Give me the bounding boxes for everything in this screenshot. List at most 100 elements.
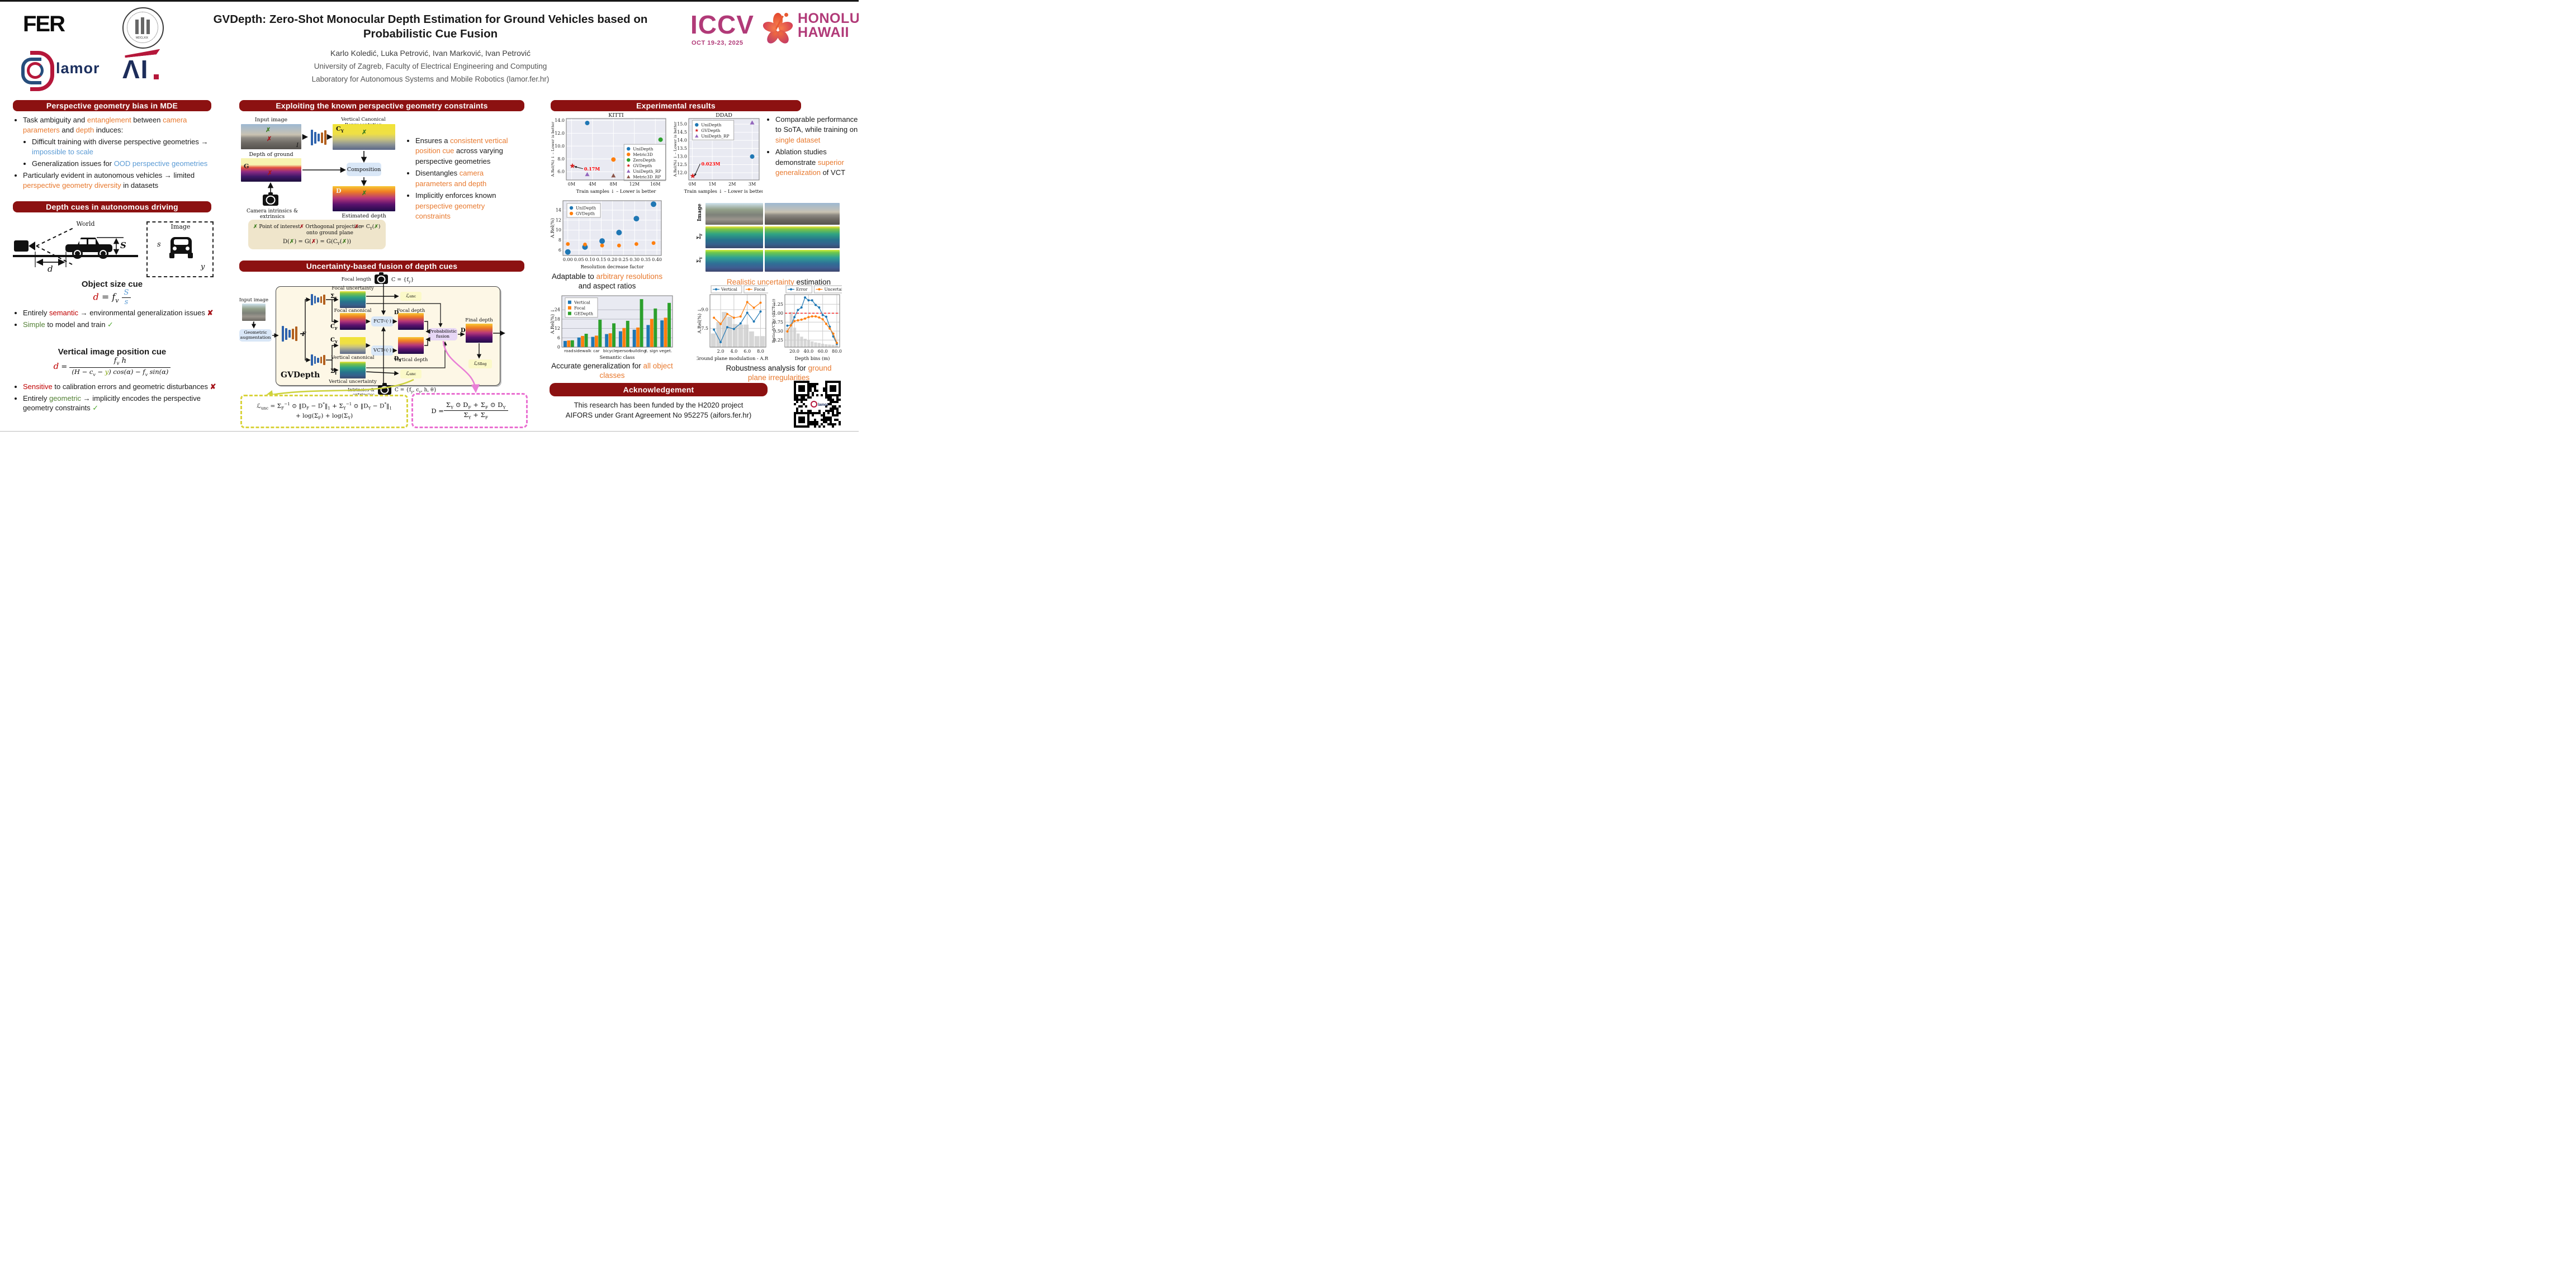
perspective-bias-bullets: Task ambiguity and entanglement between … — [15, 115, 220, 192]
estimated-depth-label: Estimated depth — [342, 213, 386, 219]
c-y-symbol: CY — [330, 337, 338, 344]
section-header-acknowledgement: Acknowledgement — [550, 383, 768, 396]
caption-accurate-1: Accurate generalization for all object — [551, 362, 673, 370]
hibiscus-icon — [761, 13, 794, 48]
bullet: Disentangles camera parameters and depth — [415, 168, 517, 189]
input-symbol: I — [296, 143, 299, 149]
qual-sigmaf-1 — [705, 226, 763, 248]
seal-column — [141, 17, 144, 34]
kitti-chart — [550, 112, 670, 195]
vertical-uncertainty-image — [340, 362, 366, 378]
legend-orthogonal-2: onto ground plane — [306, 230, 353, 236]
qual-sigmay-2 — [765, 250, 840, 272]
poster-authors: Karlo Koledić, Luka Petrović, Ivan Marko… — [330, 49, 531, 58]
ddad-chart — [672, 112, 763, 195]
camera-icon — [14, 240, 29, 252]
seal-motto: MDCLXIX — [135, 36, 149, 40]
fusion-formula: D = ΣY ⊙ DF + ΣF ⊙ DY ΣY + ΣF — [411, 393, 528, 428]
qual-image-1 — [705, 203, 763, 225]
final-depth-label: Final depth — [465, 318, 493, 323]
vertical-cue-title: Vertical image position cue — [58, 347, 167, 357]
acknowledgement-text-1: This research has been funded by the H20… — [574, 401, 744, 409]
iccv-logo: ICCV OCT 19-23, 2025 HONOLULU HAWAII — [690, 8, 859, 75]
vertical-depth-label: Vertical depth — [394, 357, 428, 363]
lamor-logo-icon — [18, 51, 54, 91]
legend-point-of-interest: ✗ Point of interest — [253, 224, 300, 230]
world-label: World — [76, 220, 95, 228]
seal-column — [135, 20, 139, 34]
university-seal-logo: MDCLXIX — [122, 7, 164, 49]
lamor-logo-text: lamor — [56, 60, 100, 77]
section-header-perspective-bias: Perspective geometry bias in MDE — [13, 100, 211, 111]
bullet: Ensures a consistent vertical position c… — [415, 136, 517, 167]
vertical-canonical-image2 — [340, 337, 366, 354]
s-small-label: s — [157, 240, 161, 249]
semantic-bar-chart — [550, 292, 675, 361]
sub-bullet: Difficult training with diverse perspect… — [32, 137, 220, 157]
S-label: S — [120, 240, 126, 250]
camera-icon — [375, 272, 388, 284]
fer-logo: FER — [23, 12, 65, 36]
caption-robust-1: Robustness analysis for ground — [726, 364, 832, 372]
c-f-symbol: CF — [330, 324, 338, 331]
focal-uncertainty-image — [340, 291, 366, 308]
fig1-arrows — [267, 134, 367, 193]
caption-accurate-2: classes — [599, 371, 625, 380]
image-label: Image — [171, 223, 191, 230]
ground-plane-image: G ✗ — [241, 158, 301, 182]
estimated-depth-image: D ✗ — [333, 186, 395, 211]
bullet: Entirely geometric → implicitly encodes … — [23, 394, 220, 413]
bullet: Task ambiguity and entanglement between … — [23, 115, 220, 169]
uncertainty-loss-formula: ℒunc = ΣF−1 ⊙ ‖DF − D*‖1 + ΣY−1 ⊙ ‖DY − … — [240, 395, 408, 428]
qual-image-2 — [765, 203, 840, 225]
bullet: Comparable performance to SoTA, while tr… — [775, 115, 859, 145]
acknowledgement-text-2: AIFORS under Grant Agreement No 952275 (… — [565, 411, 752, 419]
bullet: Ablation studies demonstrate superior ge… — [775, 147, 859, 178]
f-symbol: F — [302, 332, 306, 338]
d-symbol: D — [336, 187, 342, 195]
vertical-uncertainty-label: Vertical uncertainty — [329, 379, 377, 385]
poster-affiliation-2: Laboratory for Autonomous Systems and Mo… — [311, 75, 550, 83]
composition-box: Composition — [347, 163, 381, 176]
fig1-legend: ✗ Point of interest ✗ Orthogonal project… — [248, 220, 386, 249]
focal-canonical-label: Focal canonical — [334, 308, 372, 314]
vertical-canonical-image: CY ✗ — [333, 124, 395, 150]
d-final-symbol: D — [461, 328, 466, 334]
iccv-state: HAWAII — [798, 24, 849, 40]
caption-robust-2: plane irregularities — [747, 373, 810, 382]
svg-text:lamor: lamor — [818, 403, 828, 407]
resolution-chart — [550, 197, 665, 270]
vct-box: VCT C (·) — [371, 345, 394, 356]
focal-canonical-image — [340, 313, 366, 330]
poster: FER MDCLXIX lamor ΛI GVDepth: Zero-Shot … — [0, 0, 859, 432]
vertical-cue-formula: d = fv h (H − cv − y) cos(α) − fv sin(α) — [13, 357, 211, 377]
probabilistic-fusion-box: Probabilistic fusion — [428, 328, 457, 340]
focal-uncertainty-label: Focal uncertainty — [332, 286, 374, 291]
input-image: ✗ ✗ I — [241, 124, 301, 149]
sigma-y-symbol: ΣY — [330, 368, 337, 376]
exploiting-bullets: Ensures a consistent vertical position c… — [407, 136, 517, 224]
bullet: Simple to model and train ✓ — [23, 320, 220, 330]
focal-depth-image — [398, 313, 424, 330]
iccv-dates: OCT 19-23, 2025 — [692, 40, 744, 46]
object-cue-bullets: Entirely semantic → environmental genera… — [15, 308, 220, 331]
qr-code: lamor — [794, 381, 841, 428]
caption-realistic: Realistic uncertainty estimation — [726, 278, 831, 286]
gvdepth-label: GVDepth — [281, 371, 320, 380]
camera-intrinsics-label: Camera intrinsics & extrinsics — [247, 209, 298, 220]
y-small-label: y — [201, 263, 205, 271]
geometric-augmentation-box: Geometric augmentation — [239, 329, 272, 342]
legend-eq2: D(✗) = G(✗) = G(CY(✗)) — [283, 239, 352, 246]
iccv-city: HONOLULU — [798, 11, 859, 26]
depth-cues-diagram: World — [13, 217, 214, 278]
section-header-exploiting: Exploiting the known perspective geometr… — [239, 100, 524, 111]
bullet: Sensitive to calibration errors and geom… — [23, 382, 220, 392]
qual-sigmay-1 — [705, 250, 763, 272]
c-full-label: C = {fy, cy, h, θ} — [395, 387, 437, 394]
sub-bullet: Generalization issues for OOD perspectiv… — [32, 159, 220, 169]
focal-length-label: Focal length — [341, 277, 371, 282]
bullet: Particularly evident in autonomous vehic… — [23, 171, 220, 191]
fig2-input-label: Input image — [239, 297, 269, 303]
fct-box: FCT C (·) — [371, 316, 394, 326]
